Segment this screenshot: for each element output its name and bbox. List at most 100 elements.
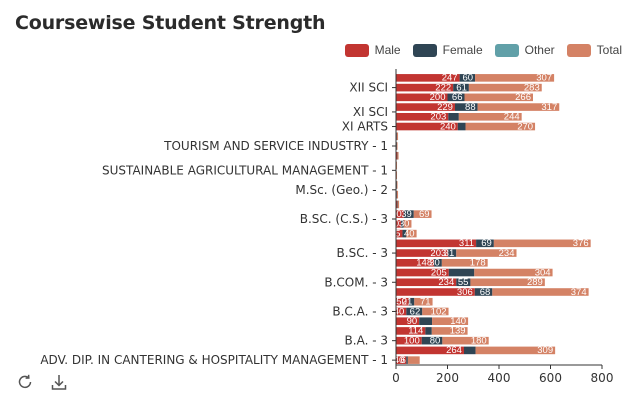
bar-value-label: 139 bbox=[450, 326, 466, 337]
bar-male[interactable] bbox=[396, 297, 409, 306]
bar-value-label: 102 bbox=[431, 306, 447, 317]
bar-male[interactable] bbox=[396, 103, 455, 111]
bar-female[interactable] bbox=[397, 200, 398, 209]
bar-total[interactable] bbox=[464, 93, 533, 102]
bar-female[interactable] bbox=[403, 210, 414, 218]
bar-total[interactable] bbox=[441, 259, 488, 267]
bar-male[interactable] bbox=[396, 307, 407, 316]
bar-total[interactable] bbox=[422, 307, 449, 316]
bar-female[interactable] bbox=[406, 356, 408, 364]
bar-row: 25 40 bbox=[390, 228, 417, 239]
bar-female[interactable] bbox=[434, 259, 442, 267]
bar-female[interactable] bbox=[419, 317, 433, 325]
bar-male[interactable] bbox=[396, 356, 407, 364]
legend-item-female[interactable]: Female bbox=[412, 43, 483, 57]
bar-male[interactable] bbox=[396, 278, 457, 287]
bar-male[interactable] bbox=[396, 220, 402, 228]
bar-value-label: 283 bbox=[524, 82, 540, 93]
bar-male[interactable] bbox=[396, 268, 449, 277]
legend-swatch bbox=[412, 43, 437, 57]
bar-female[interactable] bbox=[459, 74, 476, 82]
bar-female[interactable] bbox=[454, 103, 478, 111]
bar-total[interactable] bbox=[475, 74, 555, 82]
bar-male[interactable] bbox=[396, 151, 398, 160]
bar-female[interactable] bbox=[456, 278, 471, 287]
bar-female[interactable] bbox=[396, 132, 398, 141]
bar-male[interactable] bbox=[396, 74, 460, 82]
bar-value-label: 114 bbox=[408, 326, 423, 337]
bar-total[interactable] bbox=[407, 356, 420, 364]
bar-female[interactable] bbox=[457, 122, 466, 131]
bar-total[interactable] bbox=[492, 288, 589, 296]
bar-female[interactable] bbox=[448, 113, 459, 121]
bar-total[interactable] bbox=[397, 190, 399, 199]
legend-item-male[interactable]: Male bbox=[344, 43, 401, 57]
bar-male[interactable] bbox=[396, 122, 458, 131]
bar-male[interactable] bbox=[396, 229, 403, 238]
bar-total[interactable] bbox=[396, 142, 398, 150]
bar-male[interactable] bbox=[396, 83, 454, 92]
bar-total[interactable] bbox=[475, 346, 556, 355]
bar-total[interactable] bbox=[442, 336, 489, 345]
legend-item-total[interactable]: Total bbox=[566, 43, 622, 57]
bar-female[interactable] bbox=[396, 190, 398, 199]
bar-total[interactable] bbox=[474, 268, 553, 277]
bar-total[interactable] bbox=[397, 200, 400, 209]
legend-item-other[interactable]: Other bbox=[494, 43, 555, 57]
bar-total[interactable] bbox=[396, 161, 398, 170]
bar-male[interactable] bbox=[396, 239, 477, 248]
bar-total[interactable] bbox=[397, 132, 399, 141]
chart-legend: Male Female Other Total bbox=[344, 43, 622, 57]
bar-total[interactable] bbox=[396, 181, 398, 189]
bar-total[interactable] bbox=[397, 151, 399, 160]
bar-female[interactable] bbox=[396, 171, 397, 179]
y-tick-label: XI SCI bbox=[353, 105, 388, 119]
bar-male[interactable] bbox=[396, 288, 475, 296]
bar-female[interactable] bbox=[408, 297, 415, 306]
bar-female[interactable] bbox=[396, 181, 398, 189]
bar-female[interactable] bbox=[402, 229, 407, 238]
bar-female[interactable] bbox=[401, 220, 404, 228]
bar-total[interactable] bbox=[403, 220, 412, 228]
bar-female[interactable] bbox=[425, 327, 432, 335]
bar-total[interactable] bbox=[432, 317, 469, 325]
bar-female[interactable] bbox=[476, 239, 494, 248]
bar-female[interactable] bbox=[474, 288, 493, 296]
bar-value-label: 376 bbox=[573, 238, 589, 249]
bar-female[interactable] bbox=[453, 83, 469, 92]
bar-total[interactable] bbox=[458, 113, 522, 121]
refresh-icon[interactable] bbox=[16, 373, 34, 391]
bar-total[interactable] bbox=[470, 278, 545, 287]
bar-value-label: 6 bbox=[401, 355, 406, 366]
bar-total[interactable] bbox=[413, 210, 432, 218]
bar-total[interactable] bbox=[477, 103, 560, 111]
bar-male[interactable] bbox=[396, 317, 420, 325]
download-icon[interactable] bbox=[50, 373, 68, 391]
bar-total[interactable] bbox=[431, 327, 468, 335]
bar-row: 229 88 317 bbox=[396, 102, 560, 113]
bar-total[interactable] bbox=[456, 249, 517, 257]
bar-female[interactable] bbox=[406, 307, 423, 316]
bar-female[interactable] bbox=[448, 249, 457, 257]
bar-male[interactable] bbox=[396, 210, 404, 218]
bar-female[interactable] bbox=[448, 268, 475, 277]
bar-male[interactable] bbox=[396, 93, 448, 102]
bar-male[interactable] bbox=[396, 249, 449, 257]
bar-female[interactable] bbox=[463, 346, 476, 355]
bar-male[interactable] bbox=[396, 346, 464, 355]
bar-male[interactable] bbox=[396, 200, 398, 209]
bar-female[interactable] bbox=[447, 93, 465, 102]
bar-female[interactable] bbox=[396, 142, 398, 150]
bar-male[interactable] bbox=[396, 113, 449, 121]
bar-total[interactable] bbox=[414, 297, 433, 306]
bar-total[interactable] bbox=[493, 239, 591, 248]
bar-total[interactable] bbox=[406, 229, 417, 238]
bar-total[interactable] bbox=[465, 122, 536, 131]
bar-female[interactable] bbox=[421, 336, 443, 345]
bar-male[interactable] bbox=[396, 336, 422, 345]
bar-female[interactable] bbox=[397, 151, 398, 160]
bar-total[interactable] bbox=[468, 83, 542, 92]
bar-male[interactable] bbox=[396, 327, 426, 335]
bar-male[interactable] bbox=[396, 259, 435, 267]
bar-total[interactable] bbox=[396, 171, 398, 179]
